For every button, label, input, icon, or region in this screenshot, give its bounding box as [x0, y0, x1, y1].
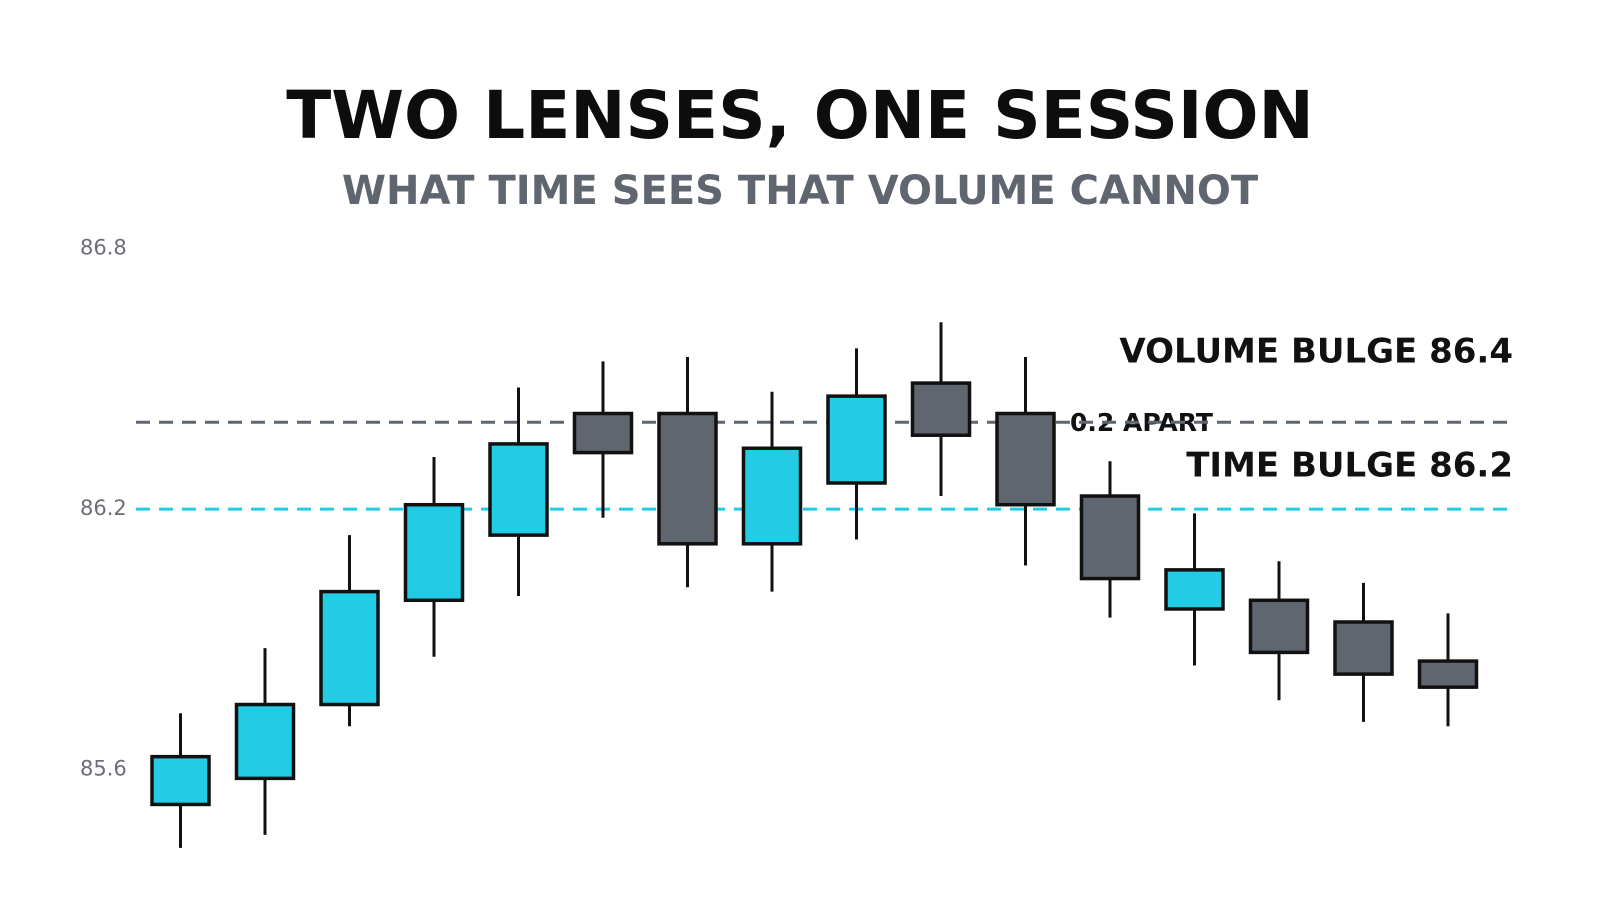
candle-body [826, 394, 887, 485]
candle-body [234, 702, 296, 781]
candle-body [319, 589, 380, 707]
chart-title: TWO LENSES, ONE SESSION [286, 77, 1314, 154]
y-tick-label: 86.8 [80, 235, 127, 259]
candle-body [403, 502, 465, 603]
candle-body [1333, 620, 1394, 676]
y-tick-label: 85.6 [80, 757, 127, 781]
candle-body [910, 381, 972, 437]
candle-body [741, 446, 803, 546]
candle-body [572, 411, 634, 455]
candle-body [657, 411, 718, 546]
chart-subtitle: WHAT TIME SEES THAT VOLUME CANNOT [342, 168, 1259, 214]
candle-body [488, 442, 549, 537]
candle-body [1164, 568, 1225, 611]
reference-label: VOLUME BULGE 86.4 [1119, 332, 1513, 372]
candle-body [1079, 494, 1141, 581]
candle-body [1248, 598, 1310, 655]
candle-body [1417, 659, 1479, 689]
candle-body [150, 754, 211, 807]
candle-body [995, 411, 1056, 507]
y-tick-label: 86.2 [80, 496, 127, 520]
annotation: 0.2 APART [1070, 408, 1213, 437]
reference-label: TIME BULGE 86.2 [1186, 446, 1513, 486]
